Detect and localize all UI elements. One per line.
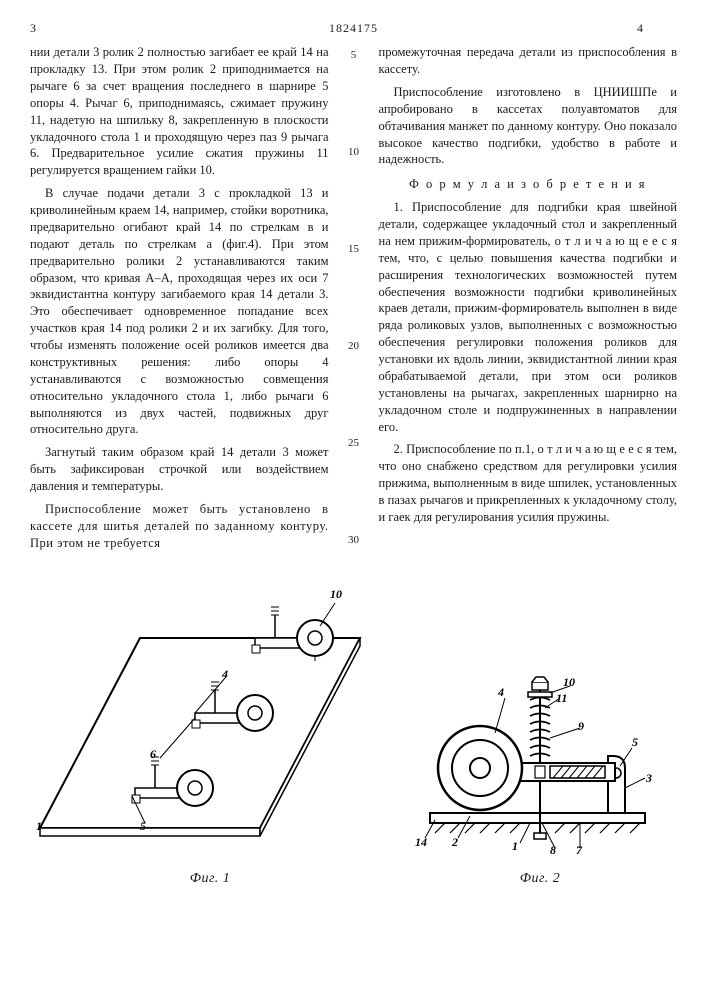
claim-1: 1. Приспособление для подгибки края швей… [379, 199, 678, 435]
fig2-caption: Фиг. 2 [410, 870, 670, 889]
formula-title: Ф о р м у л а и з о б р е т е н и я [379, 176, 678, 193]
fig2-callout-10: 10 [563, 674, 575, 690]
fig1-callout-1: 1 [36, 818, 42, 834]
left-para-0: нии детали 3 ролик 2 полностью загибает … [30, 44, 329, 179]
text-columns: нии детали 3 ролик 2 полностью загибает … [30, 44, 677, 557]
fig1-caption: Фиг. 1 [30, 870, 390, 889]
fig1-callout-6: 6 [150, 746, 156, 762]
figure-1-svg [30, 578, 390, 868]
left-para-3: Приспособление может быть установлено в … [30, 501, 329, 552]
page-num-right: 4 [637, 20, 677, 36]
left-para-2: Загнутый таким образом край 14 детали 3 … [30, 444, 329, 495]
right-para-top-0: промежуточная передача детали из приспос… [379, 44, 678, 78]
fig1-callout-10: 10 [330, 586, 342, 602]
left-para-1: В случае подачи детали 3 с прокладкой 13… [30, 185, 329, 438]
figure-1: 1 4 5 6 10 Фиг. 1 [30, 578, 390, 889]
fig2-callout-11: 11 [556, 690, 567, 706]
fig2-callout-1: 1 [512, 838, 518, 854]
fig2-callout-14: 14 [415, 834, 427, 850]
fig2-callout-3: 3 [646, 770, 652, 786]
figure-2: 10 11 9 4 5 3 14 2 1 8 7 Фиг. 2 [410, 638, 670, 889]
page-num-left: 3 [30, 20, 70, 36]
gutter-num: 15 [347, 242, 361, 257]
gutter-num: 5 [347, 48, 361, 63]
left-column: нии детали 3 ролик 2 полностью загибает … [30, 44, 329, 557]
gutter-num: 25 [347, 436, 361, 451]
fig2-callout-8: 8 [550, 842, 556, 858]
right-para-top-1: Приспособление изготовлено в ЦНИИШПе и а… [379, 84, 678, 168]
gutter-num: 10 [347, 145, 361, 160]
fig2-callout-5: 5 [632, 734, 638, 750]
patent-number: 1824175 [70, 20, 637, 36]
figure-2-svg [410, 638, 670, 868]
right-column: промежуточная передача детали из приспос… [379, 44, 678, 557]
page-header: 3 1824175 4 [30, 20, 677, 36]
line-number-gutter: 5 10 15 20 25 30 [347, 44, 361, 557]
fig2-callout-9: 9 [578, 718, 584, 734]
gutter-num: 20 [347, 339, 361, 354]
fig1-callout-5: 5 [140, 818, 146, 834]
claim-2: 2. Приспособление по п.1, о т л и ч а ю … [379, 441, 678, 525]
figures-row: 1 4 5 6 10 Фиг. 1 [30, 578, 677, 889]
fig1-callout-4: 4 [222, 666, 228, 682]
fig2-callout-2: 2 [452, 834, 458, 850]
gutter-num: 30 [347, 533, 361, 548]
fig2-callout-7: 7 [576, 842, 582, 858]
fig2-callout-4: 4 [498, 684, 504, 700]
